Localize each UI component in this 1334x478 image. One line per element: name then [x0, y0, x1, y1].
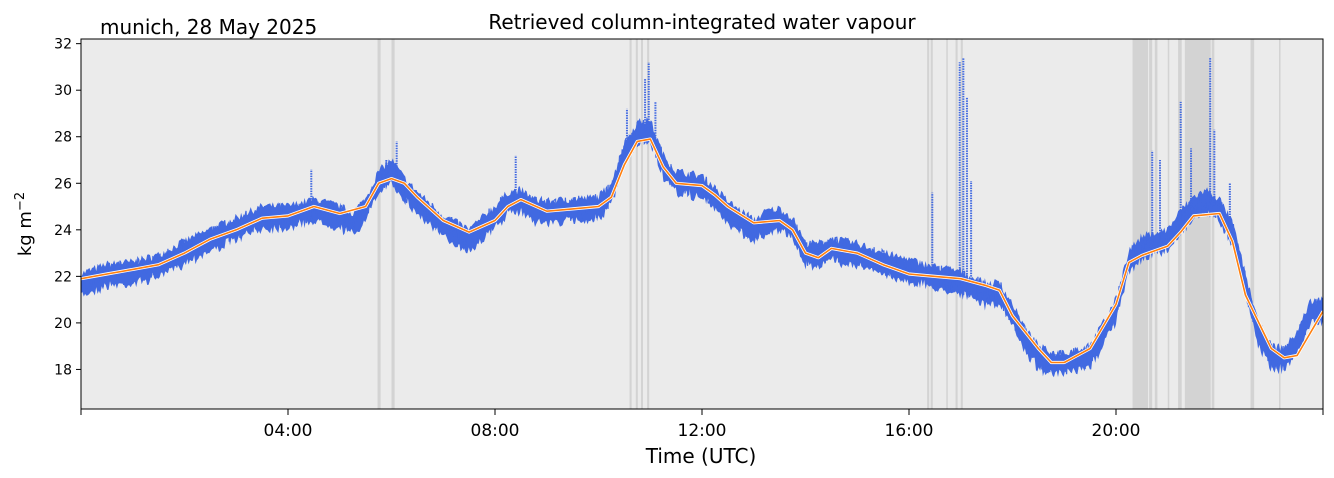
flag-band-19 — [1279, 39, 1281, 409]
raw-retrieval-band — [81, 116, 1323, 378]
x-tick-label: 04:00 — [264, 421, 313, 441]
y-tick-label: 26 — [54, 176, 72, 192]
flag-band-2 — [629, 39, 632, 409]
y-tick-label: 32 — [54, 37, 72, 53]
y-tick-label: 24 — [54, 223, 72, 239]
y-axis-label: kg m−2 — [13, 192, 36, 256]
x-tick-label: 16:00 — [885, 421, 934, 441]
y-tick-label: 28 — [54, 130, 72, 146]
flag-band-5 — [647, 39, 650, 409]
flag-band-13 — [1154, 39, 1158, 409]
flag-band-4 — [640, 39, 644, 409]
y-tick-label: 18 — [54, 362, 72, 378]
y-tick-label: 30 — [54, 83, 72, 99]
y-tick-label: 20 — [54, 316, 72, 332]
series-layer — [81, 57, 1323, 378]
flag-band-1 — [391, 39, 395, 409]
flag-band-10 — [960, 39, 963, 409]
y-tick-label: 22 — [54, 269, 72, 285]
flag-band-9 — [955, 39, 958, 409]
y-axis-label-main: kg m — [15, 211, 36, 256]
x-tick-label: 08:00 — [471, 421, 520, 441]
flag-band-14 — [1167, 39, 1170, 409]
flag-band-6 — [927, 39, 930, 409]
x-axis-ticks: 04:00 08:00 12:00 16:00 20:00 — [80, 409, 1324, 441]
flag-band-11 — [1132, 39, 1149, 409]
x-tick-label: 20:00 — [1092, 421, 1141, 441]
x-axis-label: Time (UTC) — [645, 444, 757, 468]
flag-band-18 — [1250, 39, 1255, 409]
flag-band-0 — [377, 39, 381, 409]
flag-band-3 — [635, 39, 638, 409]
flag-band-7 — [930, 39, 933, 409]
smoothed-line — [81, 138, 1323, 364]
y-axis-ticks: 18 20 22 24 26 28 30 32 — [54, 37, 81, 378]
chart-title: Retrieved column-integrated water vapour — [488, 10, 916, 34]
location-date-label: munich, 28 May 2025 — [100, 15, 317, 39]
flag-band-12 — [1149, 39, 1153, 409]
x-tick-label: 12:00 — [678, 421, 727, 441]
flag-band-8 — [946, 39, 948, 409]
y-axis-label-exponent: −2 — [13, 192, 28, 211]
flag-band-17 — [1211, 39, 1215, 409]
